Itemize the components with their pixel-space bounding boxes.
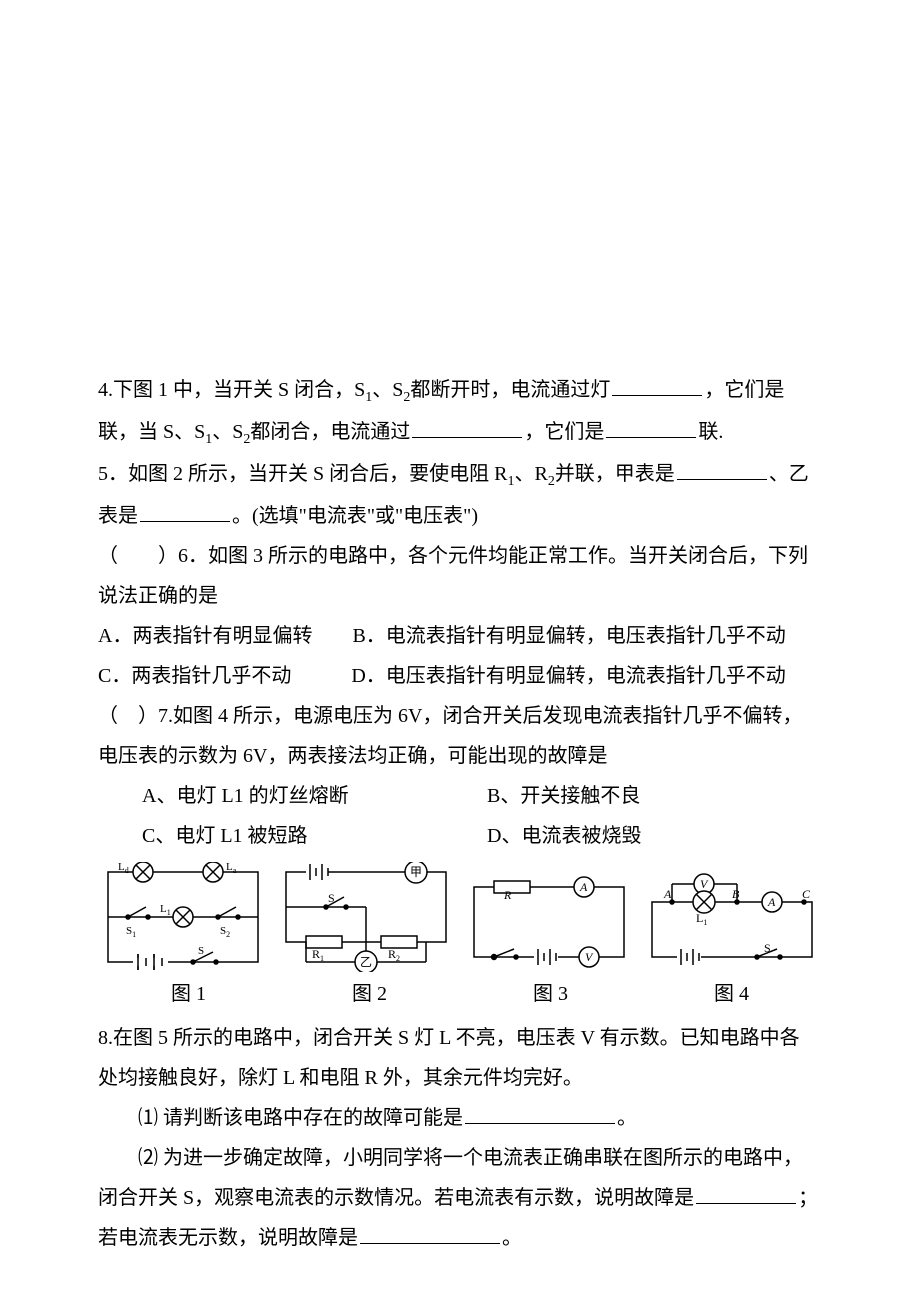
q6-opts-cd: C．两表指针几乎不动 D．电压表指针有明显偏转，电流表指针几乎不动 [98,665,786,687]
svg-text:A: A [579,880,588,894]
q5-sub2: 2 [548,474,555,489]
question-5: 5．如图 2 所示，当开关 S 闭合后，要使电阻 R1、R2并联，甲表是、乙 表… [98,454,822,536]
q8-line2: 处均接触良好，除灯 L 和电阻 R 外，其余元件均完好。 [98,1067,583,1089]
q4-part-a: 4.下图 1 中，当开关 S 闭合，S [98,379,365,401]
blank [360,1221,500,1244]
blank [140,499,230,522]
caption-3: 图 3 [460,974,641,1014]
svg-text:S: S [764,941,771,955]
q7-prefix: （ ）7.如图 4 所示，电源电压为 6V，闭合开关后发现电流表指针几乎不偏转， [98,705,802,727]
q7-optD: D、电流表被烧毁 [487,825,641,847]
svg-text:C: C [802,887,811,901]
q5-c: 并联，甲表是 [555,463,675,485]
figure-3: R A V [464,872,634,972]
q8-sub1-a: ⑴ 请判断该电路中存在的故障可能是 [138,1107,463,1129]
question-6: （ ）6．如图 3 所示的电路中，各个元件均能正常工作。当开关闭合后，下列 说法… [98,536,822,696]
q4-line2-c: 都闭合，电流通过 [250,421,410,443]
svg-text:S2: S2 [220,925,230,939]
q8-line1: 8.在图 5 所示的电路中，闭合开关 S 灯 L 不亮，电压表 V 有示数。已知… [98,1027,800,1049]
svg-text:甲: 甲 [410,865,422,879]
q7-line2: 电压表的示数为 6V，两表接法均正确，可能出现的故障是 [98,745,607,767]
svg-text:乙: 乙 [360,955,372,969]
q8-sub1-b: 。 [617,1107,637,1129]
q8-sub2-line2-a: 闭合开关 S，观察电流表的示数情况。若电流表有示数，说明故障是 [98,1187,694,1209]
svg-text:L1: L1 [160,903,171,917]
svg-text:S1: S1 [126,925,136,939]
blank [677,457,767,480]
caption-1: 图 1 [98,974,279,1014]
figure-4: V A A B C L1 S [642,872,822,972]
q8-sub2-line3-b: 。 [502,1227,522,1249]
q4-line2-b: 、S [212,421,243,443]
q8-sub2-a: ⑵ 为进一步确定故障，小明同学将一个电流表正确串联在图所示的电路中， [138,1147,803,1169]
blank [412,415,522,438]
q4-part-d: ，它们是 [704,379,784,401]
q4-part-b: 、S [372,379,403,401]
q6-opts-ab: A．两表指针有明显偏转 B．电流表指针有明显偏转，电压表指针几乎不动 [98,625,786,647]
svg-text:R2: R2 [388,947,400,963]
question-8: 8.在图 5 所示的电路中，闭合开关 S 灯 L 不亮，电压表 V 有示数。已知… [98,1018,822,1258]
blank [612,373,702,396]
blank [696,1181,796,1204]
q8-sub2-line2-b: ； [798,1187,818,1209]
caption-4: 图 4 [641,974,822,1014]
figure-captions: 图 1 图 2 图 3 图 4 [98,974,822,1014]
q5-b: 、R [514,463,547,485]
q5-line2-a: 表是 [98,505,138,527]
figures-row: Ld La S1 L1 S2 S [98,862,822,972]
figure-2: 甲 S R1 R2 乙 [276,862,456,972]
question-7: （ ）7.如图 4 所示，电源电压为 6V，闭合开关后发现电流表指针几乎不偏转，… [98,696,822,856]
q6-line2: 说法正确的是 [98,585,218,607]
svg-text:R: R [503,888,512,902]
blank [465,1101,615,1124]
question-4: 4.下图 1 中，当开关 S 闭合，S1、S2都断开时，电流通过灯，它们是 联，… [98,370,822,454]
q4-part-c: 都断开时，电流通过灯 [410,379,610,401]
caption-2: 图 2 [279,974,460,1014]
q6-prefix: （ ）6．如图 3 所示的电路中，各个元件均能正常工作。当开关闭合后，下列 [98,545,808,567]
q4-line2-e: 联. [698,421,723,443]
blank [606,415,696,438]
q7-optB: B、开关接触不良 [487,785,640,807]
q4-line2-d: ，它们是 [524,421,604,443]
svg-text:A: A [767,895,776,909]
svg-text:La: La [226,862,237,875]
svg-text:S: S [198,945,204,957]
q7-optA: A、电灯 L1 的灯丝熔断 [142,776,482,816]
svg-text:B: B [732,887,740,901]
q5-a: 5．如图 2 所示，当开关 S 闭合后，要使电阻 R [98,463,507,485]
q8-sub2-line3-a: 若电流表无示数，说明故障是 [98,1227,358,1249]
q5-line2-b: 。(选填"电流表"或"电压表") [232,505,478,527]
svg-text:S: S [328,891,335,905]
q7-optC: C、电灯 L1 被短路 [142,816,482,856]
figure-1: Ld La S1 L1 S2 S [98,862,268,972]
svg-text:Ld: Ld [118,862,129,875]
q4-line2-a: 联，当 S、S [98,421,205,443]
q5-d: 、乙 [769,463,809,485]
svg-text:R1: R1 [312,947,324,963]
svg-text:A: A [663,887,672,901]
